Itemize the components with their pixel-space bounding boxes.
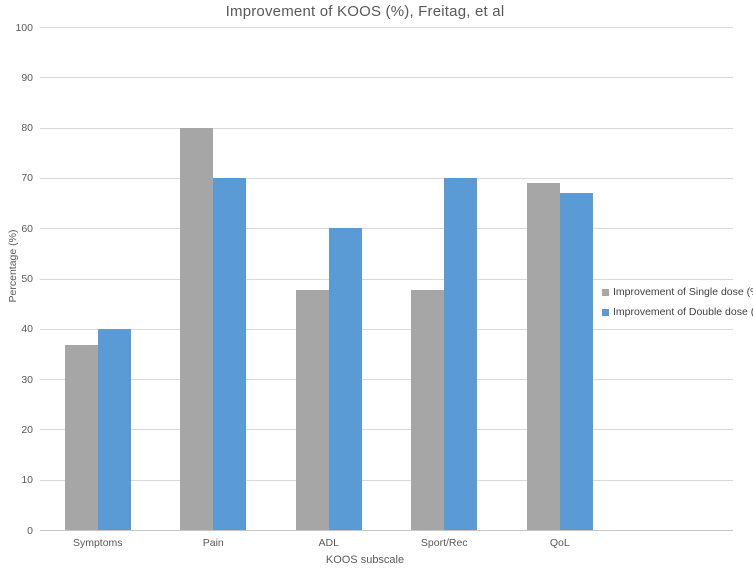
gridline-80 [40, 127, 733, 129]
bar-single-dose-pain [180, 127, 214, 530]
y-tick-label-100: 100 [15, 21, 33, 34]
x-axis-tick-labels: Symptoms Pain ADL Sport/Rec QoL [40, 537, 733, 551]
bar-single-dose-adl [295, 289, 329, 530]
x-tick-label-sport-rec: Sport/Rec [420, 537, 468, 549]
bar-double-dose-pain [213, 177, 247, 530]
y-tick-label-70: 70 [21, 172, 33, 185]
gridline-60 [40, 228, 733, 230]
gridline-90 [40, 77, 733, 79]
y-tick-label-30: 30 [21, 373, 33, 386]
bar-single-dose-sport-rec [411, 289, 445, 530]
gridline-40 [40, 328, 733, 330]
x-axis-title: KOOS subscale [325, 554, 405, 566]
legend-item-single-dose: Improvement of Single dose (%) [602, 282, 753, 302]
legend-label: Improvement of Double dose (%) [613, 306, 753, 318]
gridline-70 [40, 177, 733, 179]
y-tick-label-40: 40 [21, 323, 33, 336]
gridline-30 [40, 379, 733, 381]
chart-title: Improvement of KOOS (%), Freitag, et al [225, 3, 505, 20]
gridline-50 [40, 278, 733, 280]
legend-label: Improvement of Single dose (%) [613, 286, 753, 298]
bar-single-dose-symptoms [64, 345, 98, 530]
x-tick-label-pain: Pain [202, 537, 224, 549]
x-axis-line [40, 530, 733, 531]
x-tick-label-qol: QoL [549, 537, 570, 549]
bar-single-dose-qol [526, 182, 560, 530]
legend-item-double-dose: Improvement of Double dose (%) [602, 302, 753, 322]
x-tick-label-adl: ADL [318, 537, 339, 549]
bar-double-dose-symptoms [97, 328, 131, 530]
gridline-100 [40, 27, 733, 28]
y-axis-tick-labels: 0 10 20 30 40 50 60 70 80 90 100 [0, 22, 33, 537]
bar-double-dose-qol [559, 193, 593, 530]
y-tick-label-20: 20 [21, 423, 33, 436]
gridline-20 [40, 429, 733, 431]
y-tick-label-90: 90 [21, 71, 33, 84]
y-tick-label-50: 50 [21, 273, 33, 285]
bar-double-dose-adl [328, 228, 362, 530]
y-tick-label-10: 10 [21, 474, 33, 487]
x-tick-label-symptoms: Symptoms [72, 537, 123, 549]
y-tick-label-0: 0 [27, 524, 33, 537]
legend-marker-icon [602, 308, 609, 316]
plot-area [40, 27, 733, 531]
chart-legend: Improvement of Single dose (%) Improvemen… [602, 282, 753, 322]
gridline-10 [40, 479, 733, 481]
y-tick-label-80: 80 [21, 122, 33, 135]
bar-double-dose-sport-rec [444, 177, 478, 530]
y-tick-label-60: 60 [21, 222, 33, 235]
legend-marker-icon [602, 288, 609, 296]
